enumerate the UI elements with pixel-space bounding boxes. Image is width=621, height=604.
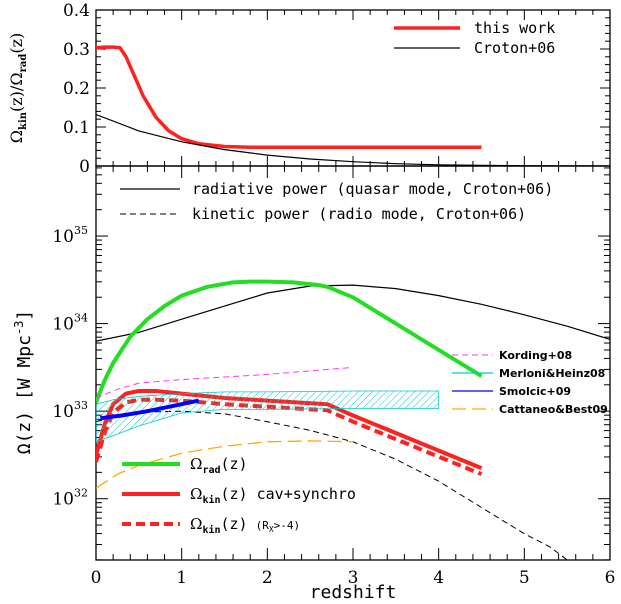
- series-line: [96, 440, 354, 489]
- bottom-series-group: [96, 279, 610, 560]
- omega-legend: Ωrad(z) Ωkin(z) cav+synchro Ωkin(z) (RX>-4): [122, 455, 356, 536]
- top-y-tick-label: 0.3: [63, 40, 90, 60]
- omega-legend-label: Ωrad(z): [190, 455, 248, 476]
- omega-legend-label: Ωkin(z) (RX>-4): [190, 515, 300, 536]
- obs-legend-label: Cattaneo&Best09: [499, 403, 608, 416]
- x-axis-label: redshift: [310, 582, 397, 603]
- obs-legend-label: Kording+08: [499, 349, 572, 362]
- x-tick-label: 5: [519, 568, 530, 588]
- obs-legend-label: Merloni&Heinz08: [499, 367, 605, 380]
- obs-legend-label: Smolcic+09: [499, 385, 571, 398]
- merloni-heinz-band: [96, 390, 440, 443]
- top-legend-label: this work: [474, 19, 555, 37]
- top-y-tick-label: 0.1: [63, 118, 90, 138]
- top-legend: this work Croton+06: [394, 19, 555, 57]
- top-panel: 0 0.1 0.2 0.3 0.4 Ωkin(z)/Ωrad(z) this work C…: [7, 1, 611, 177]
- y-tick-label: 1034: [52, 312, 88, 335]
- top-y-axis-label: Ωkin(z)/Ωrad(z): [7, 33, 29, 144]
- x-tick-label: 0: [91, 568, 102, 588]
- x-tick-label: 3: [348, 568, 359, 588]
- top-y-tick-labels: 0 0.1 0.2 0.3 0.4: [63, 1, 90, 177]
- x-tick-label: 2: [262, 568, 273, 588]
- croton-legend-label: radiative power (quasar mode, Croton+06): [192, 180, 553, 198]
- observations-legend: Kording+08 Merloni&Heinz08 Smolcic+09 Catta…: [452, 349, 608, 416]
- x-tick-label: 4: [433, 568, 444, 588]
- bottom-y-tick-labels: 1032 1033 1034 1035: [52, 224, 88, 510]
- top-y-tick-label: 0.4: [63, 1, 90, 21]
- y-tick-label: 1032: [52, 487, 88, 510]
- y-tick-label: 1035: [52, 224, 88, 247]
- series-line: [96, 279, 483, 404]
- x-tick-label: 1: [176, 568, 187, 588]
- bottom-y-axis-label: Ω(z) [W Mpc-3]: [12, 310, 35, 455]
- omega-legend-label: Ωkin(z) cav+synchro: [190, 485, 356, 506]
- x-tick-label: 6: [605, 568, 616, 588]
- x-tick-labels: 0 1 2 3 4 5 6: [91, 568, 616, 588]
- top-series-group: [96, 45, 610, 166]
- top-y-tick-label: 0: [79, 157, 90, 177]
- top-series-line: [96, 45, 482, 150]
- top-legend-label: Croton+06: [474, 39, 555, 57]
- series-line: [96, 284, 610, 342]
- croton-legend: radiative power (quasar mode, Croton+06)…: [120, 180, 553, 223]
- croton-legend-label: kinetic power (radio mode, Croton+06): [192, 205, 526, 223]
- bottom-panel: 1032 1033 1034 1035 0 1 2 3 4 5 6 redshift Ω(z) […: [12, 165, 616, 603]
- series-line: [100, 398, 200, 421]
- y-tick-label: 1033: [52, 399, 88, 422]
- top-y-tick-label: 0.2: [63, 79, 90, 99]
